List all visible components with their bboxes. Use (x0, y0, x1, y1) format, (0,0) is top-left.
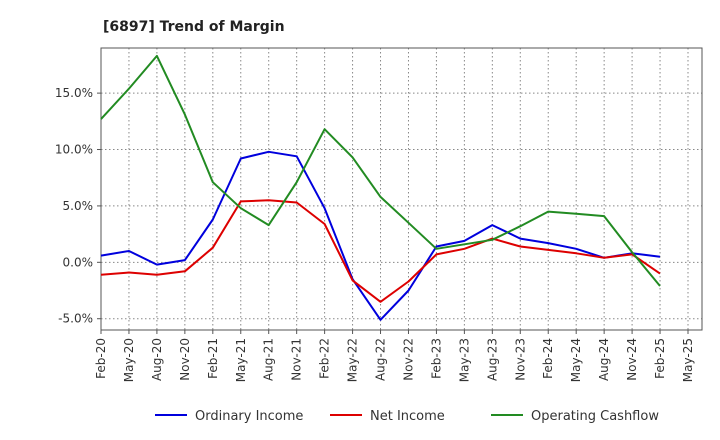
x-tick-label: Aug-24 (597, 338, 611, 381)
x-tick-label: Feb-23 (429, 338, 443, 379)
x-tick-label: Feb-22 (318, 338, 332, 379)
x-tick-label: May-20 (122, 338, 136, 382)
x-tick-label: Nov-22 (401, 338, 415, 381)
x-tick-label: May-25 (681, 338, 695, 382)
y-tick-label: 0.0% (63, 255, 94, 269)
x-tick-label: May-21 (234, 338, 248, 382)
series-line-ordinary-income (100, 150, 661, 321)
gridlines (100, 48, 702, 330)
x-tick-label: Aug-23 (485, 338, 499, 381)
x-tick-label: May-22 (346, 338, 360, 382)
legend: Ordinary Income Net Income Operating Cashf… (155, 409, 659, 424)
plot-area (100, 47, 703, 331)
x-tick-label: Feb-20 (94, 338, 108, 379)
x-tick-label: Aug-22 (374, 338, 388, 381)
y-tick-label: 5.0% (63, 199, 94, 213)
y-tick-label: -5.0% (58, 312, 93, 326)
x-tick-label: Aug-21 (262, 338, 276, 381)
x-tick-label: May-23 (457, 338, 471, 382)
legend-label: Net Income (370, 409, 445, 424)
series-line-net-income (100, 199, 661, 303)
chart-title: [6897] Trend of Margin (103, 19, 285, 35)
legend-label: Ordinary Income (195, 409, 303, 424)
y-axis: -5.0% 0.0% 5.0% 10.0% 15.0% (55, 86, 101, 326)
x-tick-label: Nov-23 (513, 338, 527, 381)
x-tick-label: Feb-21 (206, 338, 220, 379)
series-line-operating-cashflow (100, 54, 661, 287)
x-tick-label: May-24 (569, 338, 583, 382)
x-tick-label: Feb-25 (653, 338, 667, 379)
y-tick-label: 15.0% (55, 86, 93, 100)
series-lines (100, 54, 661, 321)
x-axis: Feb-20 May-20 Aug-20 Nov-20 Feb-21 May-21 Aug-… (94, 330, 695, 382)
legend-label: Operating Cashflow (531, 409, 659, 424)
x-tick-label: Nov-20 (178, 338, 192, 381)
x-tick-label: Nov-24 (625, 338, 639, 381)
y-tick-label: 10.0% (55, 143, 93, 157)
x-tick-label: Aug-20 (150, 338, 164, 381)
x-tick-label: Feb-24 (541, 338, 555, 379)
x-tick-label: Nov-21 (290, 338, 304, 381)
